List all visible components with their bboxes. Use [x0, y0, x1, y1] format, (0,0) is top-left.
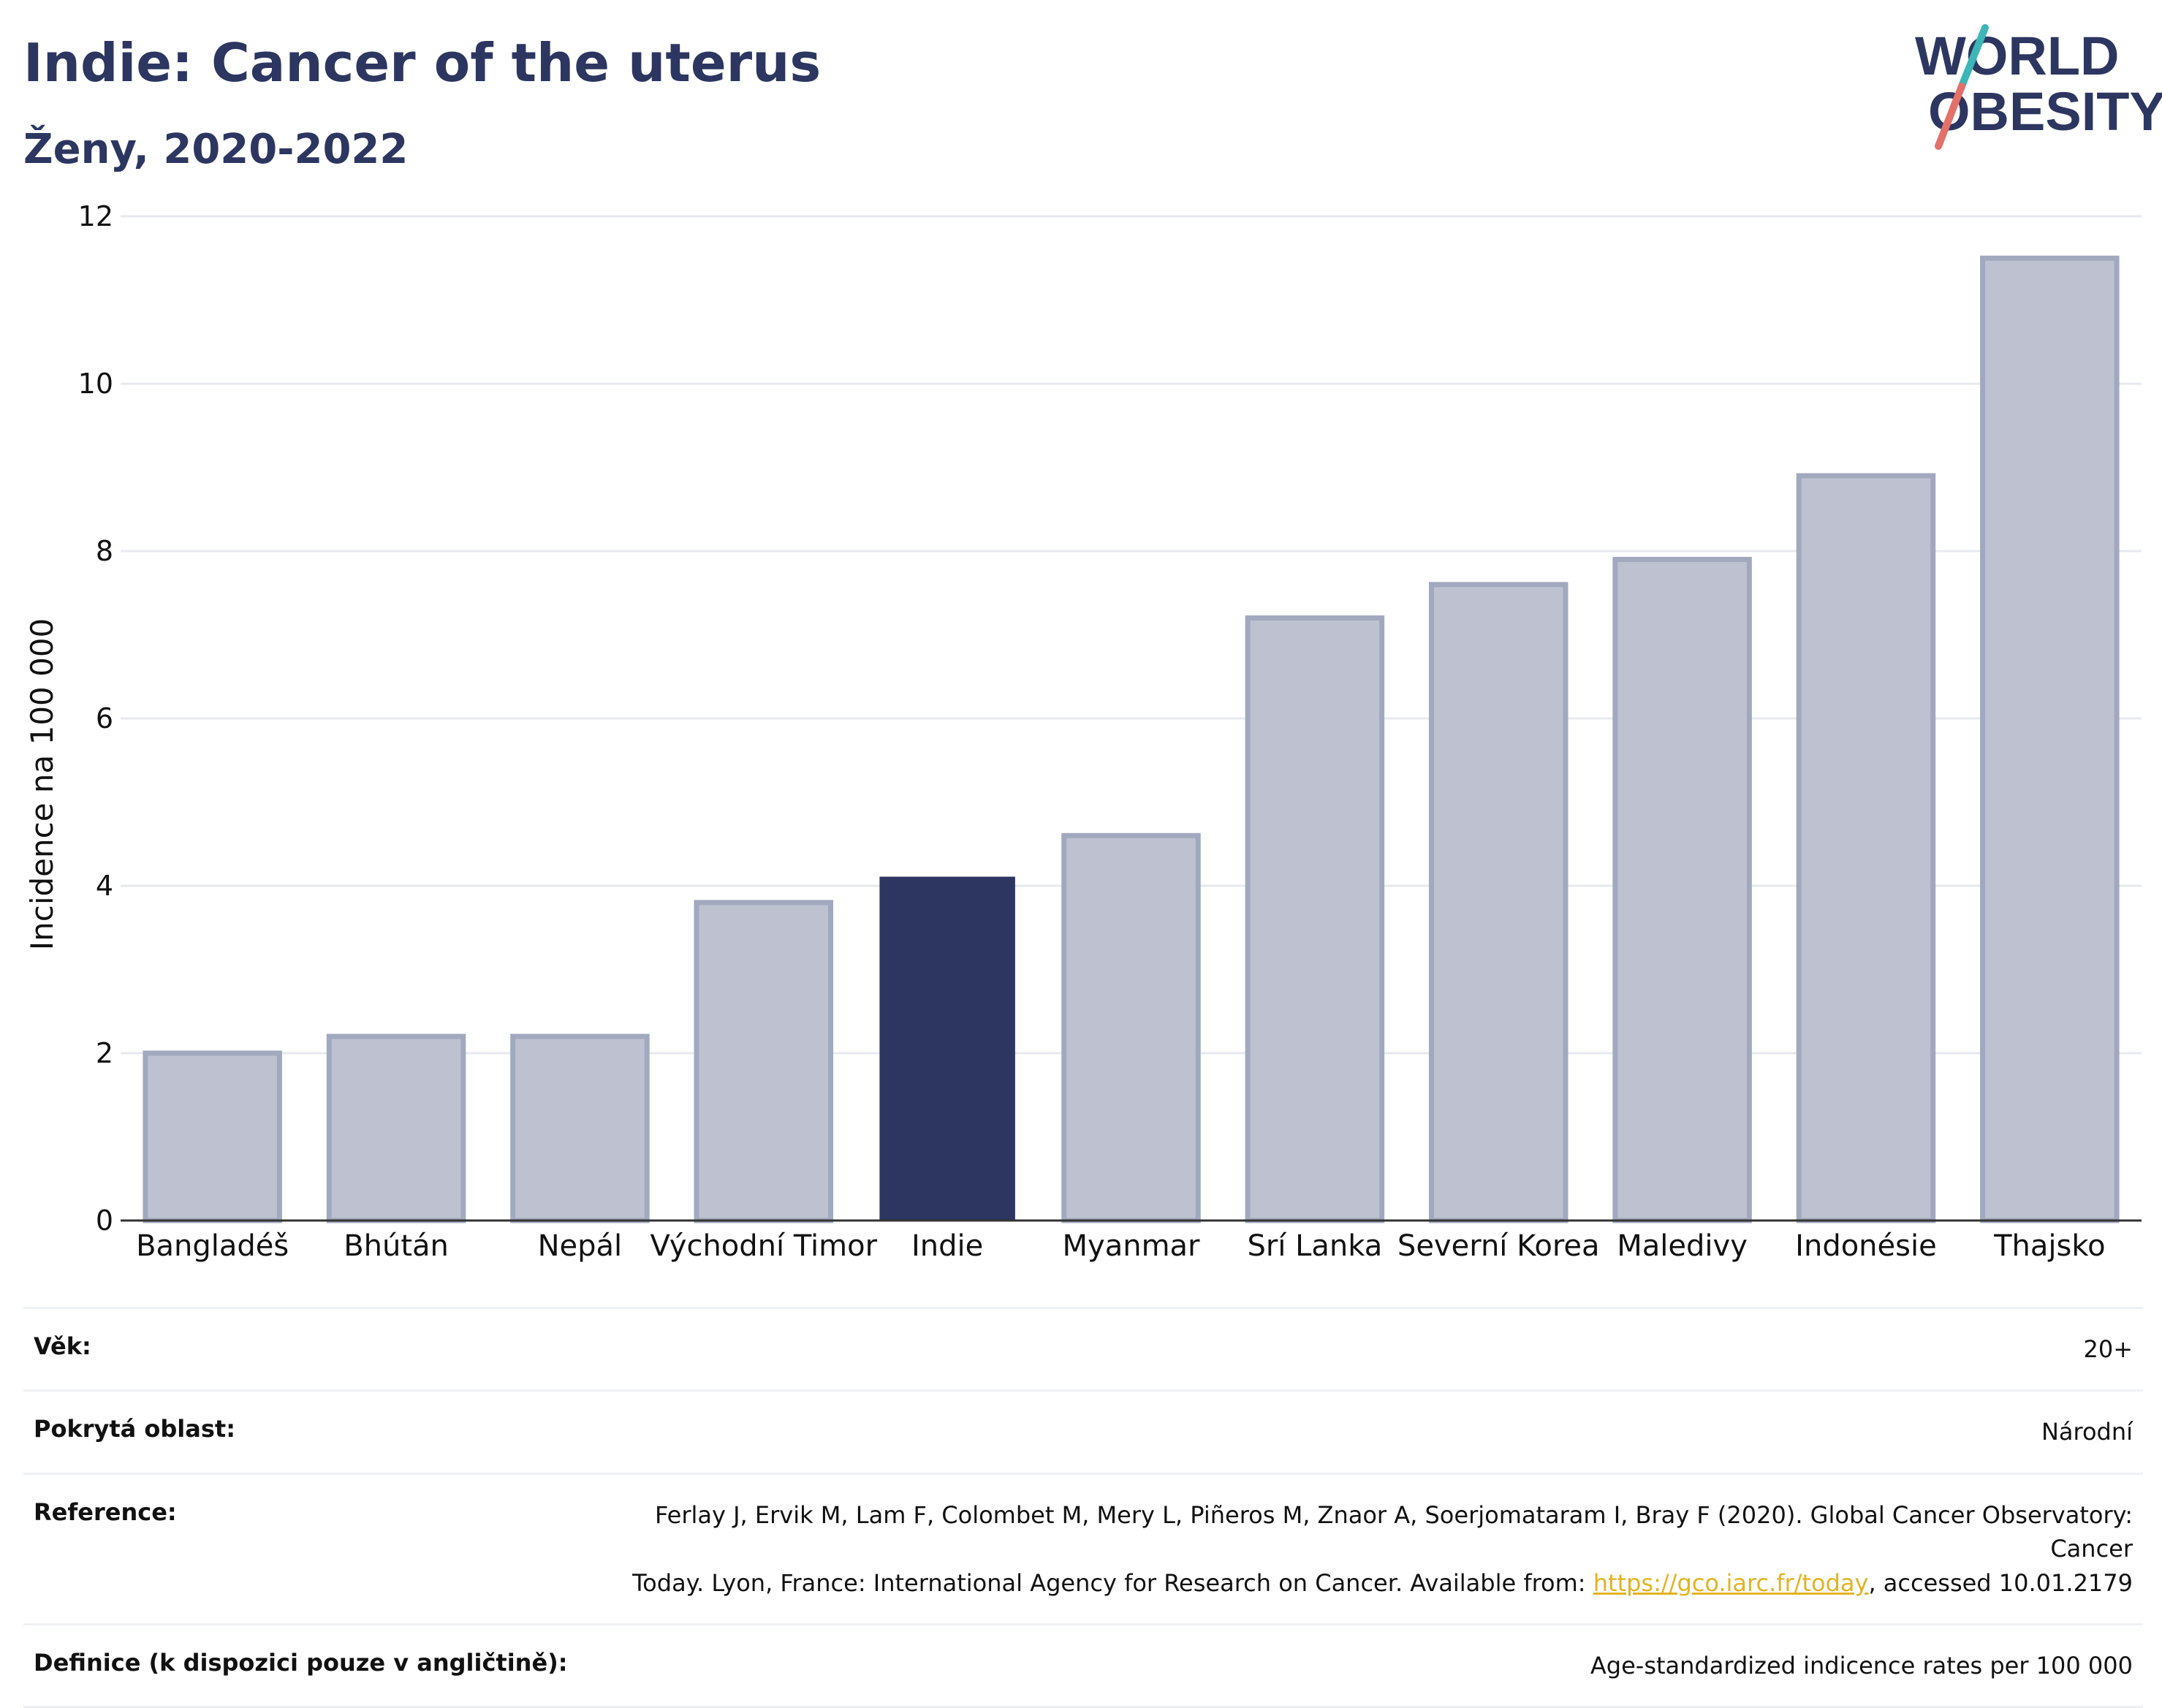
- x-tick-label: Srí Lanka: [1247, 1229, 1382, 1263]
- info-table: Věk: 20+ Pokrytá oblast: Národní Referen…: [23, 1307, 2143, 1708]
- x-tick-label: Indie: [911, 1229, 983, 1263]
- reference-text-line2-post: , accessed 10.01.2179: [1868, 1568, 2133, 1597]
- x-tick-label: Nepál: [538, 1229, 623, 1263]
- bar[interactable]: [1980, 255, 2120, 1223]
- bar[interactable]: [1428, 582, 1569, 1223]
- chart-svg: 0 2 4 6 8 10 12 Bangladéš Bhútán Nepál Východní T…: [24, 200, 2142, 1263]
- x-tick-label: Bangladéš: [136, 1229, 289, 1263]
- y-tick-label: 12: [78, 200, 113, 232]
- x-tick-label: Thajsko: [1993, 1229, 2105, 1263]
- world-obesity-logo[interactable]: WORLD OBESITY: [1900, 20, 2162, 156]
- info-row-age: Věk: 20+: [23, 1307, 2143, 1389]
- y-tick-label: 0: [96, 1204, 113, 1237]
- x-tick-label: Severní Korea: [1397, 1229, 1600, 1263]
- bars: [143, 255, 2120, 1223]
- bar[interactable]: [694, 900, 834, 1223]
- logo-slash-teal: [1958, 24, 1989, 90]
- x-tick-label: Východní Timor: [650, 1229, 877, 1263]
- chart-subtitle: Ženy, 2020-2022: [23, 126, 409, 173]
- bar-chart: 0 2 4 6 8 10 12 Bangladéš Bhútán Nepál Východní T…: [0, 190, 2162, 1286]
- info-value-coverage: Národní: [2041, 1418, 2133, 1446]
- x-tick-label: Indonésie: [1795, 1229, 1937, 1263]
- bar[interactable]: [1061, 832, 1201, 1223]
- bar-highlighted[interactable]: [879, 876, 1015, 1221]
- info-label-coverage: Pokrytá oblast:: [34, 1415, 235, 1443]
- x-tick-label: Bhútán: [344, 1229, 449, 1263]
- logo-slash-red: [1935, 83, 1965, 150]
- x-tick-label: Maledivy: [1617, 1229, 1748, 1263]
- reference-text-line1: Ferlay J, Ervik M, Lam F, Colombet M, Me…: [655, 1500, 2133, 1563]
- bar[interactable]: [1612, 556, 1752, 1223]
- info-value-reference: Ferlay J, Ervik M, Lam F, Colombet M, Me…: [598, 1498, 2133, 1600]
- logo-text-line1: WORLD: [1915, 26, 2120, 86]
- reference-text-line2-pre: Today. Lyon, France: International Agenc…: [632, 1568, 1593, 1597]
- bar[interactable]: [143, 1050, 282, 1223]
- chart-title: Indie: Cancer of the uterus: [23, 32, 822, 94]
- bar[interactable]: [326, 1033, 466, 1223]
- y-tick-label: 6: [96, 702, 113, 735]
- info-value-age: 20+: [2083, 1335, 2133, 1363]
- y-tick-label: 4: [96, 870, 113, 902]
- info-row-definition: Definice (k dispozici pouze v angličtině…: [23, 1622, 2143, 1708]
- bar[interactable]: [1796, 473, 1936, 1223]
- y-tick-label: 10: [78, 368, 113, 400]
- reference-link[interactable]: https://gco.iarc.fr/today: [1593, 1568, 1869, 1597]
- logo-text-line2: OBESITY: [1928, 81, 2162, 142]
- x-tick-label: Myanmar: [1063, 1229, 1201, 1263]
- x-tick-labels: Bangladéš Bhútán Nepál Východní Timor Indie M…: [136, 1229, 2105, 1263]
- info-row-coverage: Pokrytá oblast: Národní: [23, 1389, 2143, 1472]
- y-axis-title: Incidence na 100 000: [24, 618, 60, 951]
- info-label-definition: Definice (k dispozici pouze v angličtině…: [34, 1648, 568, 1677]
- info-value-definition: Age-standardized indicence rates per 100…: [1590, 1651, 2133, 1679]
- info-label-age: Věk:: [34, 1332, 91, 1360]
- y-tick-labels: 0 2 4 6 8 10 12: [78, 200, 113, 1237]
- info-label-reference: Reference:: [34, 1498, 177, 1526]
- y-tick-label: 8: [96, 535, 113, 567]
- bar[interactable]: [510, 1033, 650, 1223]
- info-row-reference: Reference: Ferlay J, Ervik M, Lam F, Col…: [23, 1472, 2143, 1623]
- bar[interactable]: [1245, 615, 1385, 1223]
- y-tick-label: 2: [96, 1037, 113, 1069]
